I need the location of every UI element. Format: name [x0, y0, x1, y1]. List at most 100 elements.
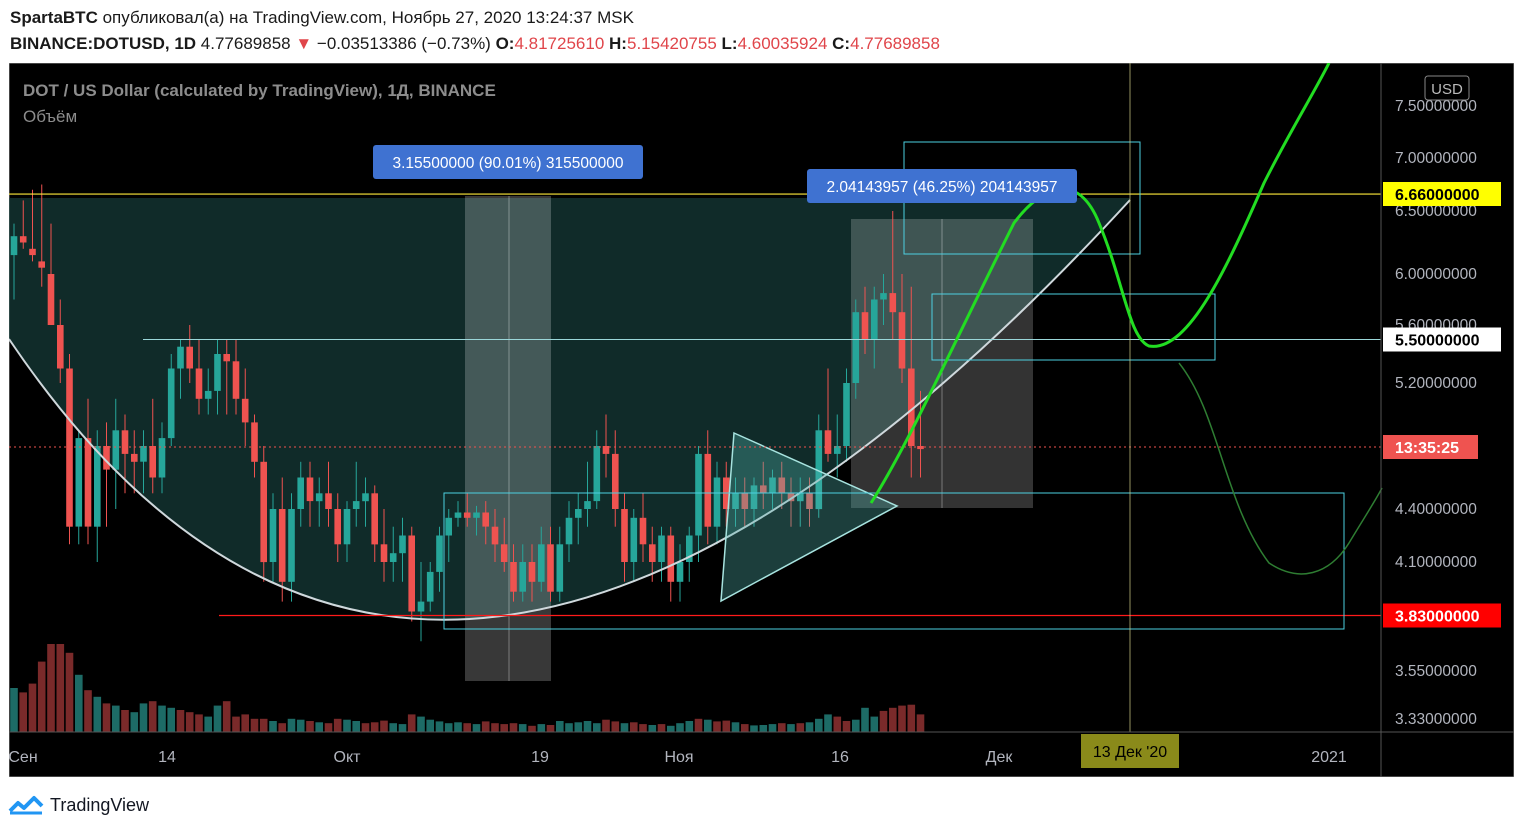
candle-body	[352, 501, 360, 509]
volume-bar	[269, 721, 277, 732]
volume-bar	[158, 705, 166, 732]
volume-bar	[84, 690, 92, 732]
candle-body	[186, 346, 193, 369]
price-axis-label: 5.50000000	[1383, 327, 1501, 352]
tradingview-logo-icon	[8, 796, 44, 815]
last-price: 4.77689858	[200, 34, 291, 53]
candle-body	[131, 453, 138, 462]
candle-body	[787, 493, 795, 502]
x-tick-label: Ноя	[664, 749, 693, 766]
volume-bar	[241, 714, 249, 732]
currency-button[interactable]	[1424, 75, 1470, 101]
publish-info: SpartaBTC опубликовал(а) на TradingView.…	[10, 8, 634, 28]
volume-bar	[805, 722, 814, 732]
candle-body	[195, 368, 203, 399]
candle-body	[824, 430, 832, 454]
author-name[interactable]: SpartaBTC	[10, 8, 98, 27]
candle-body	[667, 535, 675, 582]
x-tick-label: Окт	[334, 749, 362, 766]
volume-bar	[352, 721, 360, 732]
high-value: 5.15420755	[626, 34, 717, 53]
candle-body	[380, 544, 388, 562]
candle-body	[510, 562, 517, 592]
volume-bar	[824, 714, 832, 732]
volume-bar	[704, 719, 712, 732]
volume-bar	[685, 721, 694, 732]
candle-body	[491, 526, 499, 545]
volume-bar	[112, 705, 120, 732]
volume-bar	[232, 716, 240, 732]
candle-body	[565, 517, 573, 545]
candles	[10, 184, 924, 642]
triangle-pattern	[720, 431, 899, 603]
candle-body	[898, 312, 906, 369]
volume-bar	[583, 721, 592, 732]
volume-bar	[898, 705, 906, 732]
candle-body	[66, 368, 73, 527]
volume-bar	[435, 721, 444, 732]
volume-bar	[195, 714, 203, 732]
volume-bar	[630, 722, 638, 732]
candle-body	[260, 461, 267, 563]
candle-body	[436, 535, 443, 572]
candle-body	[214, 354, 221, 391]
volume-bar	[722, 720, 731, 732]
candle-body	[417, 601, 425, 612]
symbol-label: BINANCE:DOTUSD, 1D	[10, 34, 197, 53]
candle-body	[760, 485, 767, 494]
candle-body	[251, 422, 258, 462]
volume-bar	[139, 703, 148, 732]
volume-bar	[380, 720, 388, 732]
volume-bar	[602, 719, 610, 732]
volume-bar	[741, 724, 749, 732]
volume-bar	[796, 723, 805, 732]
volume-bar	[916, 714, 925, 732]
projection-date-label: 13 Дек '20	[1081, 734, 1179, 768]
candle-body	[445, 517, 452, 536]
candle-body	[639, 517, 647, 545]
price-chart[interactable]: 3.15500000 (90.01%) 315500000 2.04143957 …	[9, 63, 1514, 777]
volume-bar	[315, 722, 323, 732]
candle-body	[269, 509, 277, 562]
volume-bar	[861, 707, 869, 732]
measure-label-1-text: 3.15500000 (90.01%) 315500000	[393, 155, 624, 172]
x-tick-label: 2021	[1311, 749, 1347, 766]
volume-indicator-label: Объём	[23, 107, 77, 126]
volume-bar	[28, 683, 37, 732]
volume-bar	[593, 723, 601, 732]
candle-body	[57, 325, 64, 369]
volume-bar	[565, 723, 573, 732]
candle-body	[834, 446, 841, 454]
candle-body	[47, 274, 55, 325]
volume-bar	[398, 724, 407, 732]
candle-body	[103, 446, 110, 470]
measure-region-1	[465, 196, 551, 681]
low-label: L:	[721, 34, 738, 53]
volume-bar	[620, 723, 629, 732]
volume-bar	[324, 723, 333, 732]
volume-bar	[176, 710, 185, 732]
price-axis-label-text: 13:35:25	[1395, 440, 1459, 457]
tradingview-footer[interactable]: TradingView	[8, 790, 149, 820]
volume-bar	[778, 723, 786, 732]
volume-bar	[306, 721, 314, 732]
x-tick-label: Сен	[9, 749, 38, 766]
volume-bar	[10, 688, 18, 732]
volume-bar	[787, 724, 795, 732]
candle-body	[167, 368, 175, 439]
measure-label-1-box	[373, 145, 643, 179]
candle-body	[204, 390, 212, 399]
y-tick-label: 3.33000000	[1395, 711, 1477, 728]
volume-bar	[556, 721, 564, 732]
volume-bar	[463, 723, 471, 732]
candle-body	[389, 553, 397, 562]
candle-body	[704, 453, 712, 527]
projection-date-text: 13 Дек '20	[1093, 744, 1167, 761]
volume-bar	[509, 723, 518, 732]
volume-bar	[121, 710, 129, 732]
volume-bar	[500, 724, 508, 732]
candle-body	[806, 493, 813, 509]
volume-bar	[472, 724, 481, 732]
candle-body	[371, 493, 378, 545]
volume-bar	[444, 723, 453, 732]
